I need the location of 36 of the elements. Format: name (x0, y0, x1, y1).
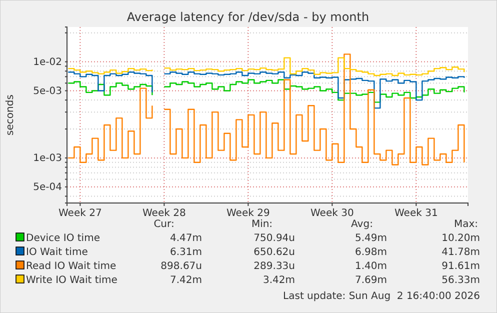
legend-label: Write IO Wait time (26, 275, 118, 286)
text: 1.40m (354, 261, 387, 272)
text: 10.20m (442, 233, 480, 244)
text: 750.94u (254, 233, 295, 244)
text: 6.31m (170, 247, 202, 258)
chart-title: Average latency for /dev/sda - by month (126, 10, 370, 24)
text: 56.33m (442, 275, 480, 286)
text: 650.62u (254, 247, 295, 258)
text: 7.69m (354, 275, 387, 286)
legend-label: Device IO time (26, 233, 100, 244)
text: 6.98m (354, 247, 387, 258)
x-tick-label: Week 31 (394, 208, 438, 220)
text: Cur: (154, 219, 174, 230)
text: 7.42m (170, 275, 202, 286)
text: Min: (251, 219, 273, 230)
text: 898.67u (160, 261, 202, 272)
y-tick-label: 5e-03 (33, 86, 62, 97)
legend-label: Read IO Wait time (26, 261, 116, 272)
text: Avg: (351, 219, 373, 230)
y-tick-label: 5e-04 (33, 182, 62, 194)
y-tick-label: 1e-03 (33, 153, 62, 164)
text: Last update: Sun Aug 2 16:40:00 2026 (283, 291, 480, 302)
y-tick-label: 1e-02 (33, 56, 62, 68)
text: 91.61m (442, 261, 480, 272)
x-tick-label: Week 30 (310, 208, 354, 220)
text: 289.33u (254, 261, 295, 272)
x-tick-label: Week 28 (142, 208, 186, 220)
text: 4.47m (170, 233, 202, 244)
legend-label: IO Wait time (26, 247, 88, 258)
text: Max: (454, 219, 478, 230)
y-axis-title: seconds (5, 94, 16, 136)
x-tick-label: Week 29 (226, 208, 270, 220)
x-tick-label: Week 27 (58, 208, 102, 220)
text: 41.78m (442, 247, 480, 258)
text: 5.49m (354, 233, 387, 244)
text: 3.42m (262, 275, 295, 286)
